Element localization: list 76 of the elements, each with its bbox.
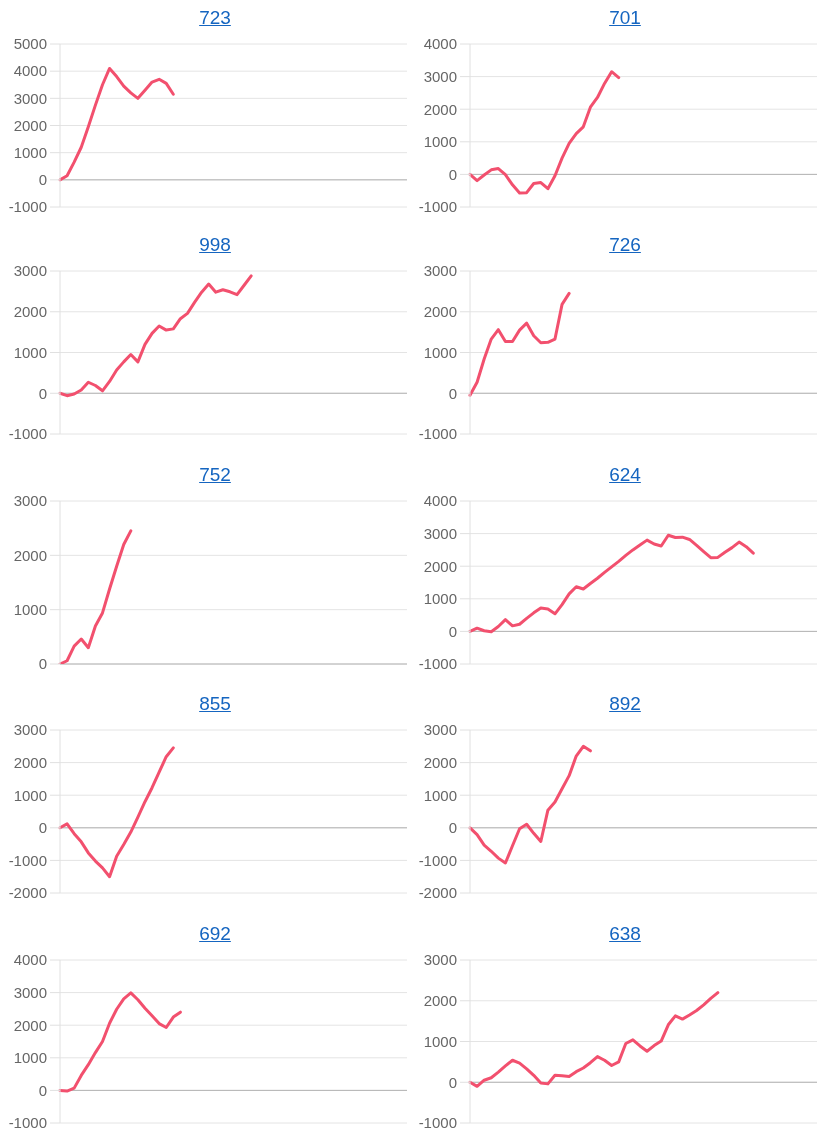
y-tick-label: 4000 — [13, 951, 47, 969]
line-series — [58, 991, 182, 1093]
y-tick-label: 0 — [38, 655, 47, 673]
chart-title: 998 — [199, 234, 231, 256]
y-tick-label: -1000 — [418, 851, 457, 869]
y-tick-label: 5000 — [13, 35, 47, 53]
line-series — [58, 746, 175, 879]
line-series — [58, 274, 253, 398]
y-tick-label: 3000 — [13, 983, 47, 1001]
line-series — [58, 66, 175, 182]
y-tick-label: -1000 — [418, 1114, 457, 1132]
y-tick-label: -2000 — [8, 884, 47, 902]
y-tick-label: 3000 — [13, 492, 47, 510]
line-series — [58, 529, 133, 664]
line-series — [468, 533, 755, 634]
y-tick-label: 2000 — [13, 303, 47, 321]
y-tick-label: -1000 — [418, 655, 457, 673]
y-tick-label: -1000 — [418, 198, 457, 216]
y-tick-label: 0 — [38, 171, 47, 189]
y-tick-label: 4000 — [13, 62, 47, 80]
y-tick-label: -2000 — [418, 884, 457, 902]
y-tick-label: 3000 — [13, 89, 47, 107]
y-tick-label: 2000 — [13, 116, 47, 134]
y-tick-label: 2000 — [13, 1016, 47, 1034]
y-tick-label: 2000 — [13, 546, 47, 564]
y-tick-label: 0 — [448, 1073, 457, 1091]
y-tick-label: 3000 — [423, 951, 457, 969]
line-series — [468, 291, 571, 397]
y-tick-label: 2000 — [423, 992, 457, 1010]
y-tick-label: 3000 — [423, 721, 457, 739]
y-tick-label: 1000 — [13, 343, 47, 361]
y-tick-label: 3000 — [13, 262, 47, 280]
y-tick-label: 1000 — [423, 590, 457, 608]
y-tick-label: 3000 — [13, 721, 47, 739]
y-tick-label: 4000 — [423, 492, 457, 510]
y-tick-label: 1000 — [13, 600, 47, 618]
y-tick-label: -1000 — [8, 851, 47, 869]
y-tick-label: 0 — [448, 819, 457, 837]
y-tick-label: 1000 — [13, 1049, 47, 1067]
line-series — [468, 70, 621, 195]
y-tick-label: 1000 — [423, 343, 457, 361]
y-tick-label: 1000 — [13, 143, 47, 161]
y-tick-label: 3000 — [423, 524, 457, 542]
chart-title: 726 — [609, 234, 641, 256]
chart-title: 692 — [199, 923, 231, 945]
chart-title: 701 — [609, 7, 641, 29]
y-tick-label: 3000 — [423, 262, 457, 280]
chart-title: 892 — [609, 693, 641, 715]
y-tick-label: 1000 — [423, 786, 457, 804]
chart-title: 752 — [199, 464, 231, 486]
y-tick-label: -1000 — [418, 425, 457, 443]
y-tick-label: 2000 — [423, 753, 457, 771]
chart-title: 624 — [609, 464, 641, 486]
y-tick-label: -1000 — [8, 1114, 47, 1132]
line-series — [468, 991, 720, 1088]
y-tick-label: 4000 — [423, 35, 457, 53]
y-tick-label: 0 — [38, 1081, 47, 1099]
chart-title: 723 — [199, 7, 231, 29]
y-tick-label: -1000 — [8, 425, 47, 443]
y-tick-label: 0 — [448, 622, 457, 640]
chart-title: 855 — [199, 693, 231, 715]
y-tick-label: 0 — [38, 819, 47, 837]
y-tick-label: 1000 — [13, 786, 47, 804]
y-tick-label: 0 — [448, 165, 457, 183]
line-series — [468, 744, 592, 865]
y-tick-label: 2000 — [423, 100, 457, 118]
y-tick-label: 3000 — [423, 67, 457, 85]
y-tick-label: -1000 — [8, 198, 47, 216]
y-tick-label: 1000 — [423, 1032, 457, 1050]
y-tick-label: 0 — [38, 384, 47, 402]
y-tick-label: 2000 — [423, 303, 457, 321]
y-tick-label: 2000 — [13, 753, 47, 771]
chart-title: 638 — [609, 923, 641, 945]
y-tick-label: 2000 — [423, 557, 457, 575]
y-tick-label: 1000 — [423, 133, 457, 151]
y-tick-label: 0 — [448, 384, 457, 402]
